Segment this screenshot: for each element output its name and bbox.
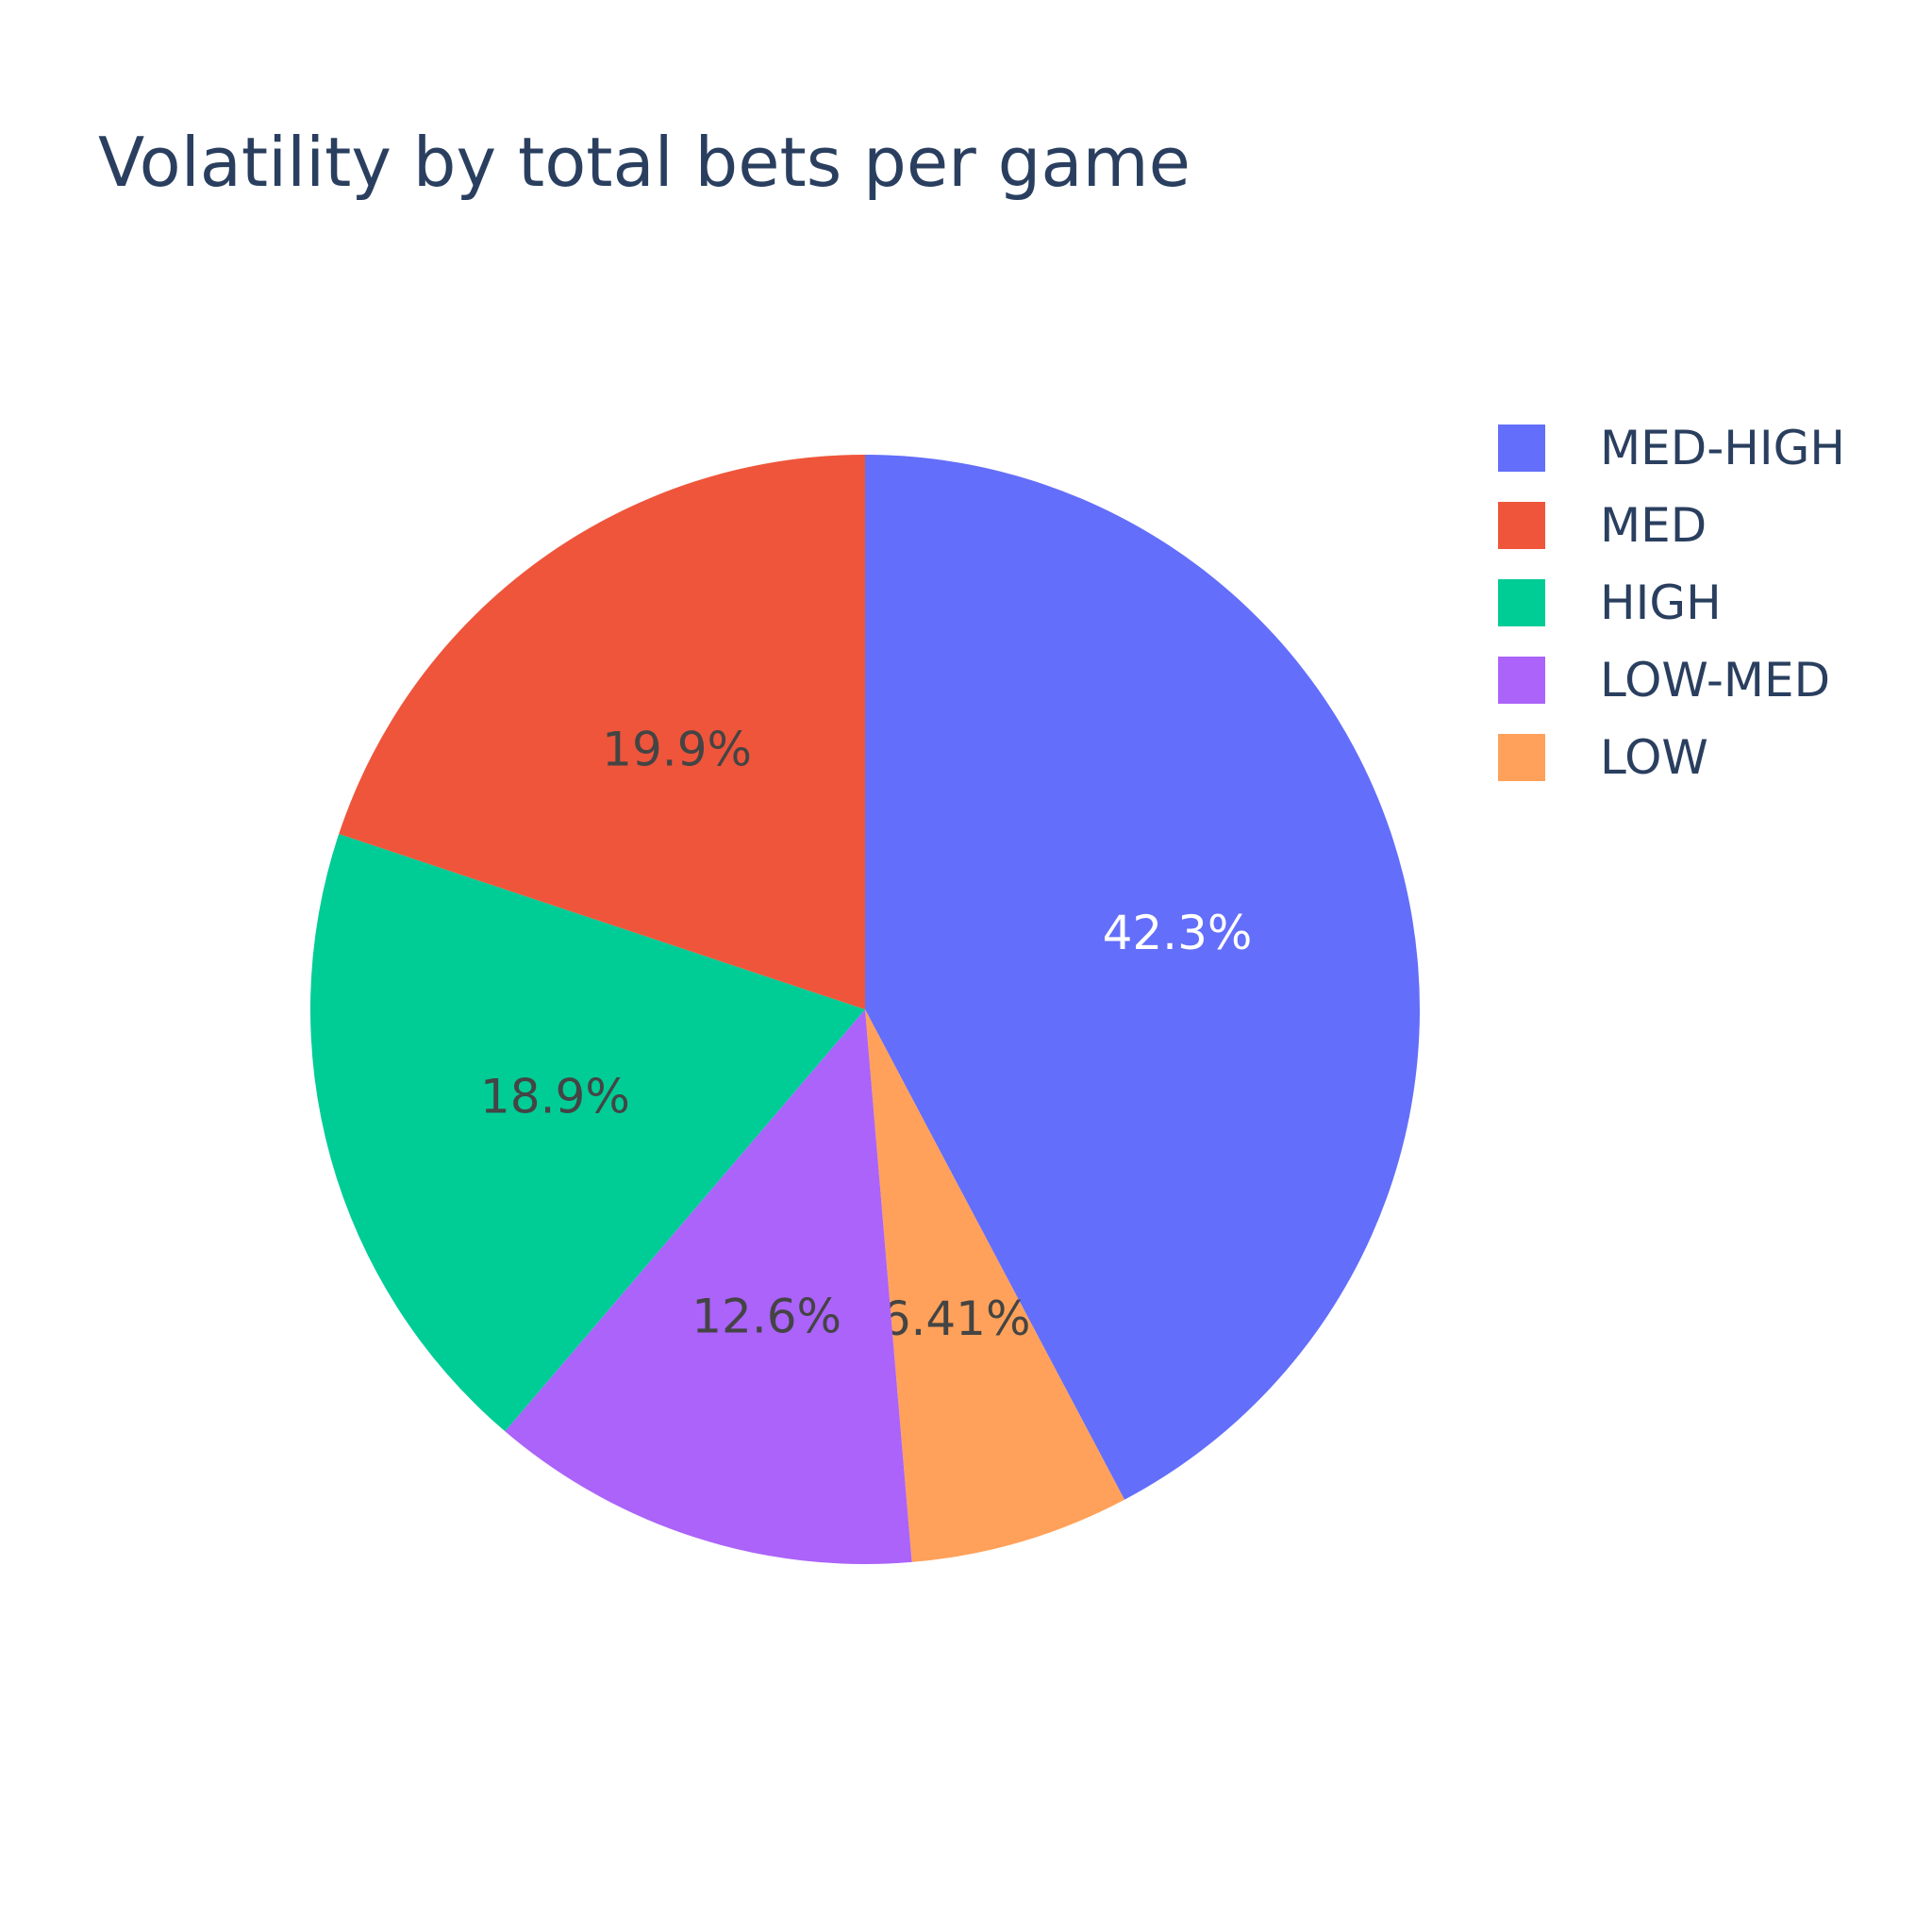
legend-swatch <box>1498 502 1545 549</box>
legend-swatch <box>1498 579 1545 626</box>
slice-label-low: 6.41% <box>881 1291 1031 1346</box>
chart-title: Volatility by total bets per game <box>98 123 1191 202</box>
pie-slice-med-high[interactable] <box>865 455 1420 1500</box>
pie-slice-low-med[interactable] <box>505 1009 912 1564</box>
legend-swatch <box>1498 657 1545 704</box>
pie-slice-low[interactable] <box>865 1009 1125 1562</box>
slice-label-high: 18.9% <box>480 1069 630 1124</box>
slice-label-med: 19.9% <box>602 722 752 776</box>
legend-label: LOW <box>1600 730 1708 785</box>
legend-swatch <box>1498 425 1545 472</box>
slice-label-low-med: 12.6% <box>691 1290 841 1344</box>
slice-label-med-high: 42.3% <box>1103 906 1253 960</box>
legend-label: LOW-MED <box>1600 653 1831 708</box>
legend-label: MED <box>1600 498 1707 553</box>
legend-label: MED-HIGH <box>1600 421 1845 475</box>
pie-slice-med[interactable] <box>339 455 865 1009</box>
legend-swatch <box>1498 734 1545 781</box>
pie-slice-high[interactable] <box>309 834 865 1432</box>
legend-label: HIGH <box>1600 575 1722 630</box>
